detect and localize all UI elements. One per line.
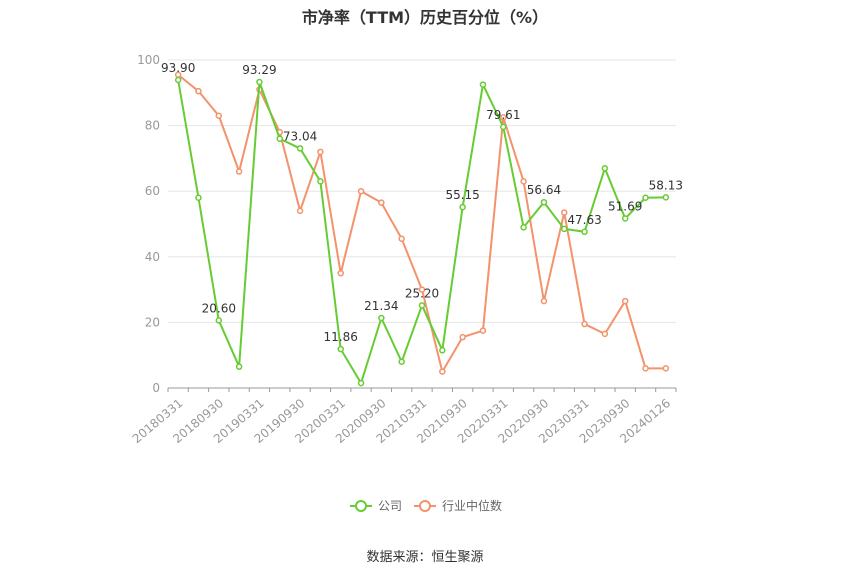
data-point (621, 297, 629, 305)
axes: 0204060801002018033120180930201903312019… (130, 53, 677, 446)
y-tick-label: 20 (145, 315, 160, 329)
series-layer: 93.90 20.60 93.29 73.04 11.86 21.34 25.20 55.15… (161, 61, 683, 387)
data-point (520, 224, 527, 231)
data-point (459, 333, 466, 341)
data-point (296, 207, 304, 215)
data-point (337, 269, 344, 277)
data-label: 47.63 (567, 213, 601, 227)
data-point (621, 215, 629, 222)
y-tick-label: 60 (145, 184, 160, 198)
data-label: 73.04 (283, 129, 317, 143)
data-point (560, 225, 568, 233)
data-label: 93.90 (161, 61, 195, 75)
data-point (296, 145, 304, 152)
data-label: 58.13 (649, 178, 683, 192)
y-tick-label: 40 (145, 250, 160, 264)
data-point (500, 114, 507, 121)
data-point (337, 345, 344, 353)
data-point (439, 368, 446, 375)
data-point (398, 358, 405, 366)
data-point (601, 164, 609, 172)
legend-item: 行业中位数 (414, 498, 502, 513)
data-point (215, 112, 223, 120)
data-point (195, 194, 202, 202)
data-label: 11.86 (324, 330, 358, 344)
data-label: 93.29 (242, 63, 276, 77)
data-point (540, 297, 548, 305)
data-point (642, 365, 649, 372)
data-point (662, 365, 670, 372)
data-label: 51.69 (608, 199, 642, 213)
data-point (540, 198, 548, 206)
data-point (581, 320, 588, 328)
grid (168, 59, 676, 323)
legend-marker (419, 500, 431, 512)
data-point (378, 314, 385, 322)
data-point (459, 203, 466, 211)
chart-title: 市净率（TTM）历史百分位（%） (301, 8, 549, 27)
legend-item: 公司 (350, 499, 402, 513)
y-tick-label: 100 (137, 53, 160, 67)
y-tick-label: 0 (152, 381, 160, 395)
data-point (235, 363, 243, 370)
data-point (479, 327, 487, 334)
data-point (357, 187, 365, 195)
data-point (317, 148, 324, 156)
data-point (215, 317, 223, 324)
legend-marker (355, 500, 367, 512)
data-point (174, 76, 182, 84)
legend-label: 公司 (378, 499, 402, 513)
data-label: 55.15 (445, 188, 479, 202)
source-note: 数据来源：恒生聚源 (366, 550, 484, 565)
data-point (317, 178, 324, 185)
data-point (418, 302, 426, 309)
data-label: 56.64 (527, 183, 561, 197)
data-point (195, 87, 202, 95)
data-point (235, 168, 243, 175)
data-point (601, 330, 609, 338)
data-point (276, 135, 284, 142)
data-label: 20.60 (202, 301, 236, 315)
data-point (581, 228, 588, 236)
data-label: 79.61 (486, 108, 520, 122)
data-point (642, 194, 649, 202)
data-point (479, 81, 487, 88)
data-point (418, 286, 426, 293)
data-point (439, 347, 446, 354)
data-point (378, 199, 385, 206)
data-point (256, 78, 263, 86)
legend-label: 行业中位数 (442, 498, 502, 513)
data-label: 25.20 (405, 286, 439, 300)
y-tick-label: 80 (145, 119, 160, 133)
data-point (500, 123, 507, 131)
data-point (520, 178, 527, 185)
data-point (560, 209, 568, 216)
data-point (398, 235, 405, 243)
data-point (662, 194, 670, 201)
data-label: 21.34 (364, 299, 398, 313)
legend: 公司 行业中位数 (350, 498, 502, 513)
data-point (357, 379, 365, 387)
